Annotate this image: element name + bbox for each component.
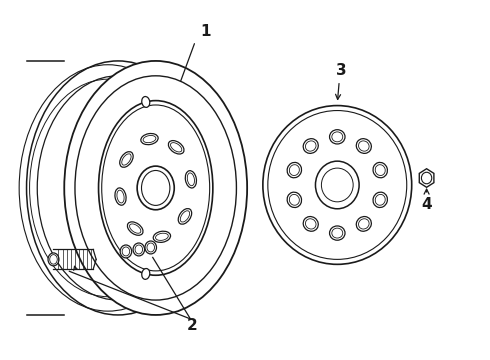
Ellipse shape	[115, 188, 126, 205]
Ellipse shape	[64, 61, 247, 315]
Ellipse shape	[137, 166, 174, 210]
Ellipse shape	[142, 96, 150, 107]
Text: 1: 1	[200, 24, 211, 39]
Ellipse shape	[120, 245, 132, 258]
Ellipse shape	[169, 141, 184, 154]
Ellipse shape	[373, 192, 388, 207]
Ellipse shape	[303, 139, 318, 153]
Text: 4: 4	[421, 197, 432, 212]
Text: 3: 3	[336, 63, 346, 78]
Ellipse shape	[98, 100, 213, 275]
Ellipse shape	[330, 130, 345, 144]
Ellipse shape	[263, 105, 412, 264]
Ellipse shape	[26, 61, 209, 315]
Ellipse shape	[120, 152, 133, 167]
Ellipse shape	[133, 243, 145, 256]
Ellipse shape	[37, 76, 199, 300]
Ellipse shape	[287, 162, 301, 178]
Ellipse shape	[142, 269, 150, 279]
Ellipse shape	[303, 217, 318, 231]
Ellipse shape	[316, 161, 359, 209]
Ellipse shape	[48, 253, 59, 266]
Ellipse shape	[178, 208, 192, 224]
Polygon shape	[419, 169, 434, 187]
Ellipse shape	[373, 162, 388, 178]
Ellipse shape	[185, 171, 196, 188]
Ellipse shape	[356, 139, 371, 153]
Ellipse shape	[356, 217, 371, 231]
Ellipse shape	[153, 231, 171, 242]
Text: 2: 2	[187, 318, 198, 333]
Ellipse shape	[75, 76, 237, 300]
Ellipse shape	[127, 222, 143, 235]
Ellipse shape	[141, 134, 158, 145]
Ellipse shape	[330, 226, 345, 240]
Ellipse shape	[287, 192, 301, 207]
Ellipse shape	[145, 241, 156, 254]
